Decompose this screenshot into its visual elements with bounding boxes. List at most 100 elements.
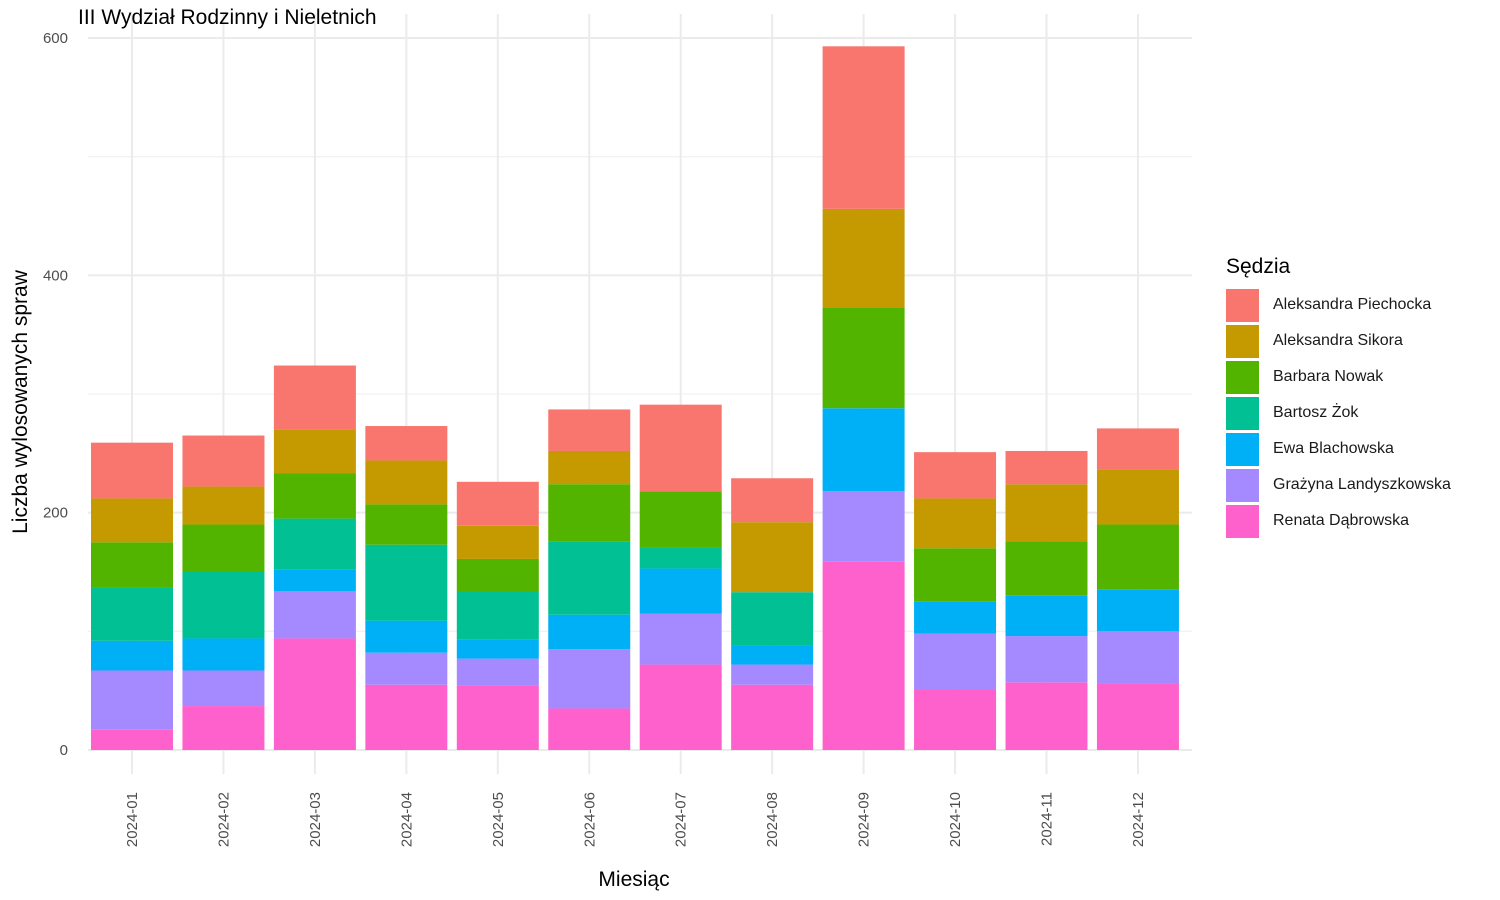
y-tick-label: 600 [43,30,68,47]
bar-segment [91,542,173,588]
bar-segment [456,558,539,591]
bar-segment [1005,541,1088,596]
bar-segment [731,645,814,665]
legend-label: Bartosz Żok [1273,404,1359,421]
bar-segment [273,638,356,750]
legend-label: Ewa Blachowska [1273,440,1394,457]
bar-segment [639,404,722,492]
legend-swatch [1226,288,1259,322]
bar-segment [456,639,539,659]
bar-segment [456,685,539,750]
bar-segment [273,569,356,591]
legend-swatch [1226,468,1259,502]
bar-segment [1005,450,1088,485]
legend-label: Aleksandra Sikora [1273,332,1403,349]
x-tick-label: 2024-09 [856,792,873,847]
legend-item: Renata Dąbrowska [1226,503,1451,539]
bar-segment [1005,682,1088,750]
bar-segment [365,684,448,750]
bar-segment [822,208,905,308]
bar-segment [91,587,173,641]
bar-segment [91,670,173,730]
x-tick-label: 2024-10 [947,792,964,847]
bar-segment [1096,428,1179,470]
bar-segment [456,590,539,640]
bar-segment [731,664,814,685]
bar-segment [731,478,814,523]
x-tick-label: 2024-08 [764,792,781,847]
bar-segment [91,442,173,499]
bar-segment [548,614,631,650]
bar-segment [456,658,539,686]
bar-segment [914,452,997,499]
bar-segment [822,561,905,750]
x-tick-labels: 2024-01 2024-02 2024-03 2024-04 2024-05 2024-… [124,792,1147,847]
y-tick-labels: 0 200 400 600 [43,30,68,759]
bar-segment [548,649,631,709]
legend: Sędzia Aleksandra Piechocka Aleksandra Si… [1226,255,1451,539]
bar-segment [365,544,448,621]
bar-segment [639,613,722,665]
legend-title: Sędzia [1226,255,1291,278]
bar-segment [731,684,814,750]
bar-segment [914,633,997,690]
bars [91,46,1179,750]
bar-segment [273,473,356,519]
bar-segment [182,486,265,525]
x-tick-label: 2024-03 [307,792,324,847]
bar-segment [548,409,631,451]
bar-segment [914,548,997,602]
bar-segment [182,638,265,671]
legend-item: Bartosz Żok [1226,395,1451,431]
x-axis-title: Miesiąc [598,868,669,891]
bar-segment [548,708,631,750]
legend-swatch [1226,504,1259,538]
bar-segment [822,46,905,209]
bar-segment [365,460,448,505]
bar-segment [639,547,722,569]
legend-swatch [1226,432,1259,466]
bar-segment [182,435,265,487]
bar-segment [731,592,814,646]
x-tick-label: 2024-12 [1130,792,1147,847]
legend-swatch [1226,396,1259,430]
bar-segment [548,541,631,615]
bar-segment [639,568,722,614]
y-tick-label: 400 [43,267,68,284]
legend-item: Barbara Nowak [1226,359,1451,395]
bar-segment [365,504,448,545]
legend-item: Ewa Blachowska [1226,431,1451,467]
legend-item: Grażyna Landyszkowska [1226,467,1451,503]
x-tick-label: 2024-01 [124,792,141,847]
y-tick-label: 0 [60,742,68,759]
bar-segment [1096,683,1179,750]
x-tick-label: 2024-04 [398,792,415,847]
bar-segment [639,491,722,548]
bar-segment [914,601,997,634]
bar-segment [914,689,997,750]
legend-label: Renata Dąbrowska [1273,512,1410,529]
bar-segment [914,498,997,549]
legend-items: Aleksandra Piechocka Aleksandra Sikora Bar… [1226,287,1451,539]
x-tick-label: 2024-11 [1039,792,1056,846]
bar-segment [548,484,631,542]
bar-segment [182,706,265,750]
bar-segment [1005,484,1088,542]
bar-segment [365,426,448,461]
bar-segment [731,522,814,593]
x-tick-label: 2024-06 [581,792,598,847]
bar-segment [1096,524,1179,590]
bar-segment [273,429,356,474]
legend-item: Aleksandra Sikora [1226,323,1451,359]
bar-segment [365,652,448,685]
bar-segment [1096,631,1179,684]
bar-segment [182,572,265,639]
bar-segment [273,518,356,570]
bar-segment [273,365,356,430]
bar-segment [456,525,539,559]
bar-segment [1005,636,1088,683]
bar-segment [1005,595,1088,637]
bar-segment [365,620,448,653]
bar-segment [91,640,173,671]
